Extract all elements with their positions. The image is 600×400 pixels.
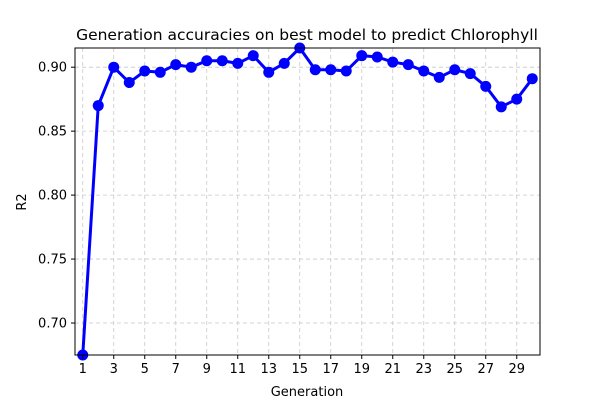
grid <box>75 48 540 355</box>
data-point <box>170 59 182 71</box>
data-point <box>387 56 399 68</box>
x-tick-label: 11 <box>229 362 246 377</box>
series-layer <box>77 42 538 361</box>
data-point <box>371 51 383 63</box>
y-tick-label: 0.80 <box>38 189 67 204</box>
data-point <box>108 61 120 73</box>
y-axis-label: R2 <box>15 193 30 210</box>
y-tick-label: 0.75 <box>38 253 67 268</box>
data-point <box>356 50 368 62</box>
data-point <box>185 61 197 73</box>
x-tick-label: 3 <box>110 362 118 377</box>
axes <box>74 47 541 356</box>
x-tick-label: 7 <box>172 362 180 377</box>
data-point <box>139 65 151 77</box>
data-point <box>325 64 337 76</box>
x-tick-label: 5 <box>141 362 149 377</box>
data-point <box>216 55 228 67</box>
data-point <box>495 101 507 113</box>
ticks: 1 3 5 7 9 11 13 15 17 19 21 23 25 27 290.700.750.800.8… <box>38 61 525 377</box>
data-point <box>201 55 213 67</box>
data-point <box>123 77 135 89</box>
x-tick-label: 17 <box>322 362 339 377</box>
y-tick-label: 0.85 <box>38 125 67 140</box>
x-tick-label: 27 <box>477 362 494 377</box>
x-tick-label: 13 <box>260 362 277 377</box>
x-tick-label: 19 <box>353 362 370 377</box>
x-tick-label: 9 <box>203 362 211 377</box>
y-tick-label: 0.90 <box>38 61 67 76</box>
data-point <box>92 100 104 112</box>
data-point <box>340 65 352 77</box>
data-point <box>433 71 445 83</box>
chart-title: Generation accuracies on best model to p… <box>76 26 538 44</box>
x-tick-label: 29 <box>508 362 525 377</box>
data-point <box>464 68 476 80</box>
series-line <box>81 46 534 356</box>
data-point <box>526 73 538 85</box>
data-point <box>247 50 259 62</box>
x-axis-label: Generation <box>271 385 344 400</box>
data-point <box>232 57 244 69</box>
data-point <box>278 57 290 69</box>
data-point <box>263 66 275 78</box>
data-point <box>402 59 414 71</box>
data-point <box>449 64 461 76</box>
x-tick-label: 21 <box>384 362 401 377</box>
x-tick-label: 25 <box>446 362 463 377</box>
data-point <box>418 65 430 77</box>
data-point <box>309 64 321 76</box>
x-tick-label: 23 <box>415 362 432 377</box>
x-tick-label: 15 <box>291 362 308 377</box>
x-tick-label: 1 <box>79 362 87 377</box>
y-tick-label: 0.70 <box>38 317 67 332</box>
data-point <box>511 93 523 105</box>
data-point <box>154 66 166 78</box>
plot-frame <box>74 47 541 356</box>
data-point <box>480 80 492 92</box>
